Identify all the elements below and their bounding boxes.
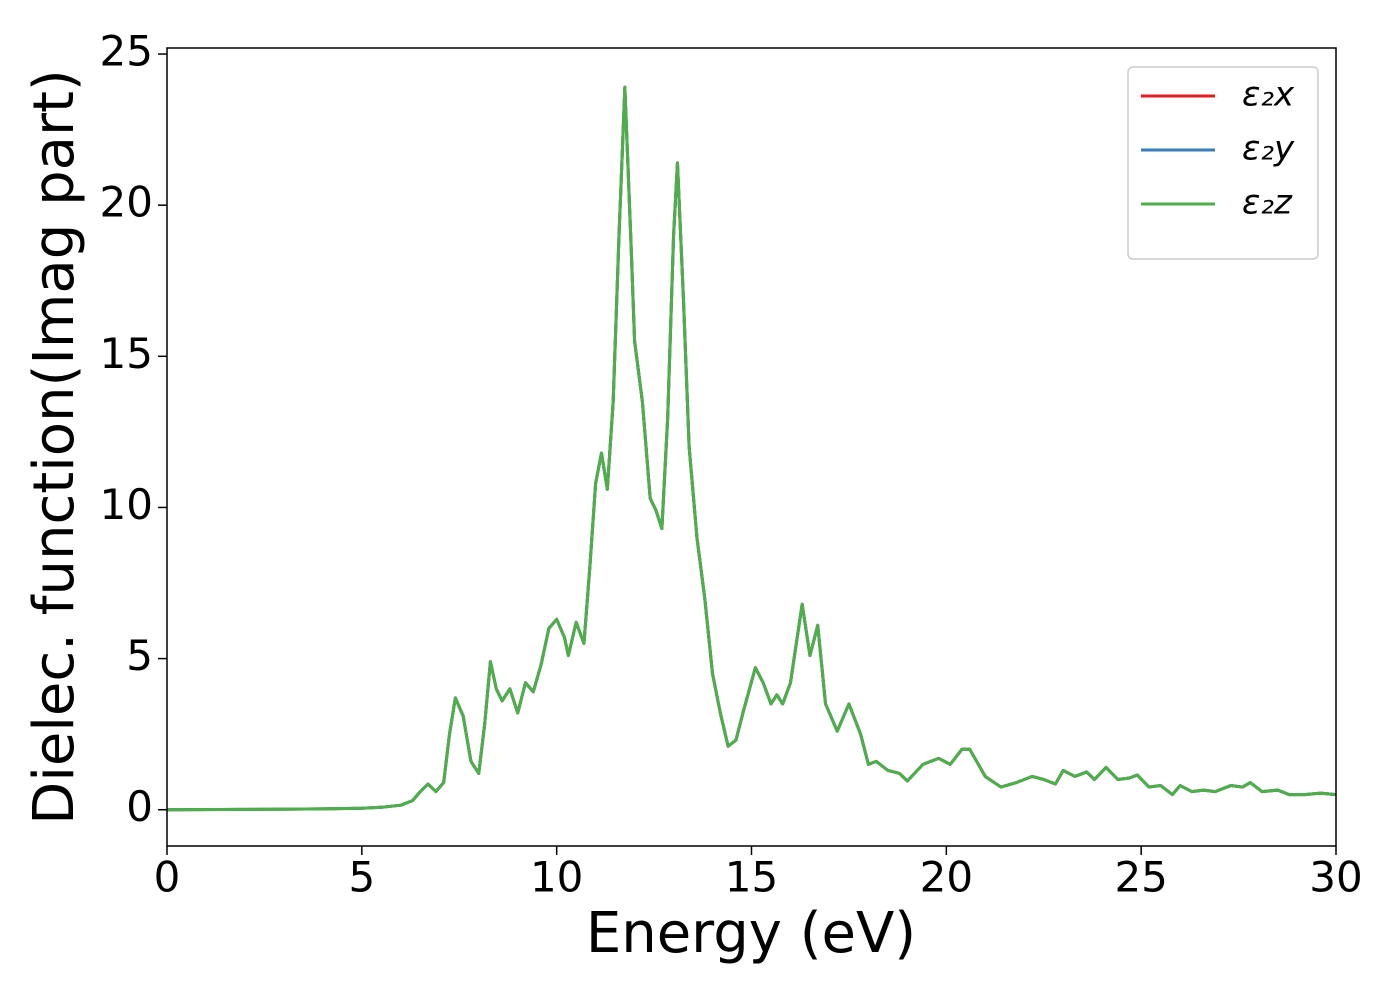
y-axis-label: Dielec. function(Imag part) bbox=[22, 69, 87, 825]
y-tick-label: 20 bbox=[100, 178, 153, 227]
x-axis-label: Energy (eV) bbox=[586, 901, 916, 966]
legend-label: ε₂y bbox=[1242, 129, 1295, 169]
legend-box bbox=[1127, 66, 1319, 260]
x-tick-label: 0 bbox=[154, 853, 181, 902]
x-tick-label: 5 bbox=[348, 853, 375, 902]
plot-frame bbox=[166, 47, 1337, 847]
data-line bbox=[167, 85, 1336, 812]
x-tick-label: 20 bbox=[920, 853, 973, 902]
x-tick-label: 15 bbox=[725, 853, 778, 902]
x-tick-label: 25 bbox=[1114, 853, 1167, 902]
legend-label: ε₂z bbox=[1242, 183, 1293, 223]
y-tick-label: 0 bbox=[126, 782, 153, 831]
x-tick-label: 30 bbox=[1309, 853, 1362, 902]
plot-area bbox=[167, 85, 1336, 812]
legend-label: ε₂x bbox=[1242, 75, 1295, 115]
y-tick-label: 25 bbox=[100, 27, 153, 76]
y-tick-label: 15 bbox=[100, 329, 153, 378]
x-tick-label: 10 bbox=[530, 853, 583, 902]
y-tick-label: 10 bbox=[100, 480, 153, 529]
y-tick-label: 5 bbox=[126, 631, 153, 680]
